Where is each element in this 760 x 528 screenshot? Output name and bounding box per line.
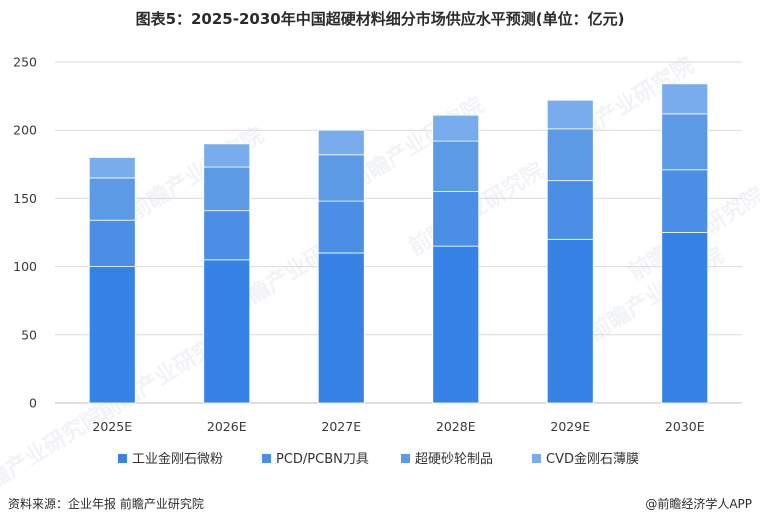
bar-segment	[661, 169, 709, 233]
gridlines	[55, 61, 742, 404]
x-tick-label: 2025E	[92, 419, 132, 434]
bar-segment	[88, 177, 136, 221]
bar-segment	[88, 157, 136, 179]
legend-swatch	[532, 454, 541, 463]
bar-segment	[203, 259, 251, 404]
legend-label: 超硬砂轮制品	[415, 452, 493, 467]
bar-segment	[432, 191, 480, 247]
legend-label: CVD金刚石薄膜	[546, 451, 639, 467]
watermark-text: 前瞻产业研究院	[0, 402, 108, 506]
bars	[88, 83, 709, 404]
y-tick-label: 0	[29, 396, 37, 411]
y-axis: 0 50 100 150 200 250	[13, 55, 37, 411]
x-axis: 2025E 2026E 2027E 2028E 2029E 2030E	[92, 419, 704, 434]
bar-segment	[88, 266, 136, 404]
bar-segment	[546, 128, 594, 182]
bar-segment	[661, 232, 709, 404]
bar-segment	[661, 113, 709, 171]
x-tick-label: 2029E	[550, 419, 590, 434]
bar-segment	[432, 140, 480, 192]
y-tick-label: 250	[13, 55, 37, 70]
legend: 工业金刚石微粉 PCD/PCBN刀具 超硬砂轮制品 CVD金刚石薄膜	[118, 451, 639, 467]
legend-swatch	[401, 454, 410, 463]
bar-segment	[317, 154, 365, 202]
bar-segment	[546, 99, 594, 130]
y-tick-label: 200	[13, 123, 37, 138]
legend-swatch	[118, 454, 127, 463]
y-tick-label: 100	[13, 259, 37, 274]
x-tick-label: 2027E	[321, 419, 361, 434]
bar-segment	[88, 219, 136, 267]
x-tick-label: 2030E	[665, 419, 705, 434]
legend-label: 工业金刚石微粉	[132, 451, 223, 467]
bar-segment	[546, 238, 594, 404]
x-tick-label: 2028E	[436, 419, 476, 434]
bar-segment	[317, 200, 365, 254]
bar-segment	[203, 166, 251, 212]
bar-segment	[203, 210, 251, 261]
bar-segment	[203, 143, 251, 168]
y-tick-label: 50	[21, 327, 37, 342]
legend-label: PCD/PCBN刀具	[276, 452, 369, 467]
x-tick-label: 2026E	[207, 419, 247, 434]
bar-segment	[661, 83, 709, 115]
chart-title: 图表5：2025-2030年中国超硬材料细分市场供应水平预测(单位：亿元)	[136, 10, 625, 28]
source-note: 资料来源：企业年报 前瞻产业研究院	[8, 496, 204, 511]
legend-swatch	[262, 454, 271, 463]
y-tick-label: 150	[13, 191, 37, 206]
bar-segment	[432, 245, 480, 404]
bar-segment	[317, 129, 365, 156]
bar-segment	[317, 252, 365, 404]
bar-segment	[432, 114, 480, 142]
credit-note: @前瞻经济学人APP	[645, 496, 752, 511]
bar-segment	[546, 180, 594, 240]
